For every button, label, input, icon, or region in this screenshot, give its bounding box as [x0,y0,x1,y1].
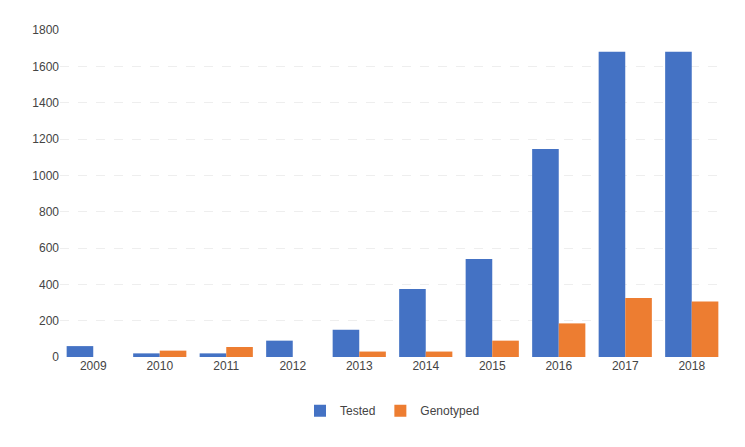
svg-text:2016: 2016 [545,359,572,373]
svg-text:0: 0 [52,350,59,364]
svg-text:2014: 2014 [412,359,439,373]
svg-text:2011: 2011 [213,359,239,373]
svg-text:2018: 2018 [678,359,705,373]
svg-text:2010: 2010 [146,359,173,373]
svg-text:800: 800 [39,205,59,219]
svg-text:1800: 1800 [32,23,59,37]
svg-text:Genotyped: Genotyped [420,404,479,418]
svg-text:1400: 1400 [32,96,59,110]
svg-text:600: 600 [39,241,59,255]
svg-text:Tested: Tested [340,404,375,418]
svg-text:1600: 1600 [32,60,59,74]
svg-text:400: 400 [39,278,59,292]
svg-text:1200: 1200 [32,132,59,146]
svg-text:2009: 2009 [80,359,107,373]
svg-text:2017: 2017 [612,359,639,373]
svg-text:1000: 1000 [32,169,59,183]
svg-text:2015: 2015 [479,359,506,373]
svg-text:200: 200 [39,314,59,328]
svg-text:2012: 2012 [279,359,306,373]
svg-text:2013: 2013 [346,359,373,373]
